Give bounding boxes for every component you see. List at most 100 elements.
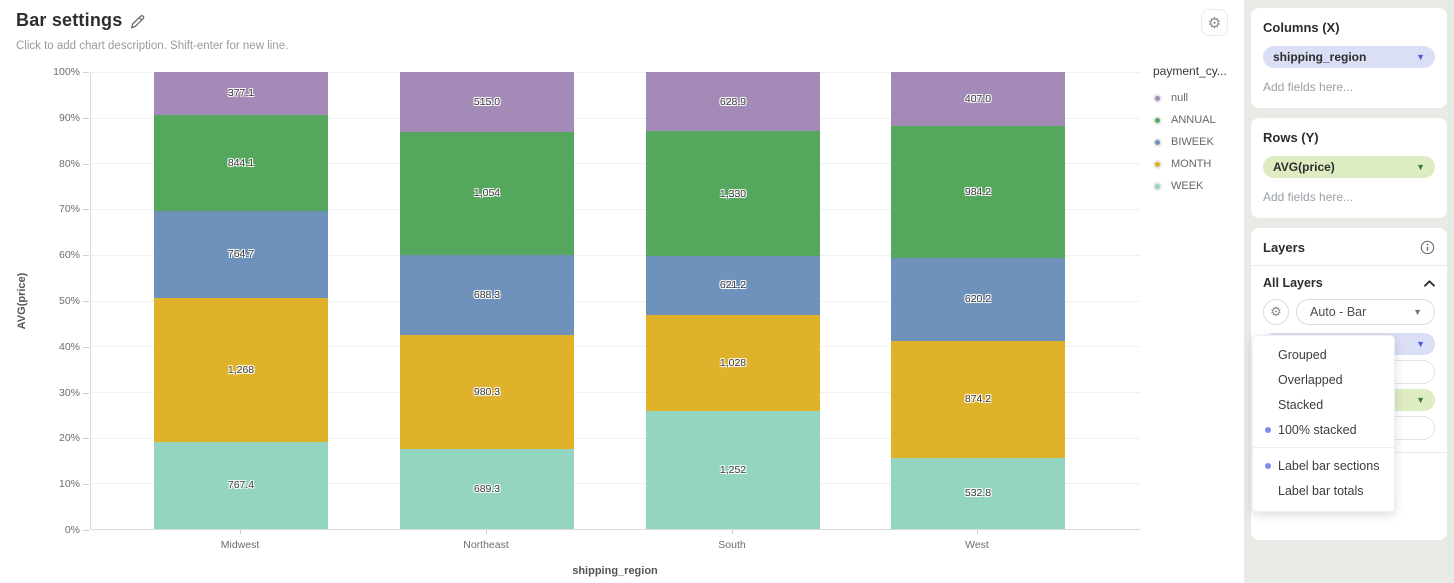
legend-swatch [1153,181,1162,191]
bar-segment-biweek[interactable]: 764.7 [154,210,328,298]
bar-segment-month[interactable]: 1,028 [646,314,820,412]
chart-description-placeholder[interactable]: Click to add chart description. Shift-en… [16,40,289,52]
info-icon[interactable] [1420,240,1435,255]
bar-segment-annual[interactable]: 844.1 [154,114,328,211]
legend-item-month[interactable]: MONTH [1153,153,1227,175]
bar-segment-annual[interactable]: 1,054 [400,131,574,255]
bar-segment-null[interactable]: 515.0 [400,72,574,132]
bar-segment-label: 980.3 [473,385,501,398]
bar-northeast[interactable]: 515.0 1,054 688.3 980.3 689.3 [400,72,574,529]
layer-settings-button[interactable]: ⚙ [1263,299,1289,325]
selected-dot [1265,426,1271,433]
y-tick-mark [83,530,89,531]
columns-add-fields-dropzone[interactable]: Add fields here... [1263,80,1354,94]
y-tick-label: 100% [53,66,80,78]
edit-title-button[interactable] [127,13,147,33]
rows-y-card: Rows (Y) AVG(price) ▼ Add fields here... [1251,118,1447,218]
bar-segment-annual[interactable]: 984.2 [891,126,1065,258]
menu-item-stacked[interactable]: Stacked [1253,392,1394,417]
bar-south[interactable]: 628.9 1,330 621.2 1,028 1,252 [646,72,820,529]
y-tick-label: 20% [58,432,80,445]
bar-west[interactable]: 407.0 984.2 620.2 874.2 532.8 [891,72,1065,529]
y-tick-mark [83,117,89,119]
bar-segment-label: 688.3 [473,288,501,301]
legend-title: payment_cy... [1153,64,1227,78]
legend-item-annual[interactable]: ANNUAL [1153,109,1227,131]
gridline [91,437,1140,439]
y-tick-label: 90% [58,111,80,124]
y-tick-mark [83,255,89,257]
bar-segment-month[interactable]: 874.2 [891,340,1065,458]
bar-segment-label: 689.3 [473,482,501,495]
bar-segment-week[interactable]: 689.3 [400,448,574,529]
menu-item-overlapped[interactable]: Overlapped [1253,367,1394,392]
y-tick-mark [83,392,89,394]
bar-segment-label: 844.1 [227,156,255,169]
bar-segment-week[interactable]: 1,252 [646,411,820,529]
bar-segment-week[interactable]: 532.8 [891,457,1065,529]
bar-segment-annual[interactable]: 1,330 [646,131,820,257]
bar-segment-label: 621.2 [719,279,747,292]
rows-y-title: Rows (Y) [1263,130,1319,145]
bar-segment-label: 1,028 [719,356,747,369]
field-pill-label: shipping_region [1273,50,1367,64]
gridline [91,300,1140,302]
y-tick-mark [83,438,89,440]
y-tick-label: 60% [58,249,80,262]
bar-segment-null[interactable]: 377.1 [154,72,328,115]
legend-item-biweek[interactable]: BIWEEK [1153,131,1227,153]
menu-item-100-stacked[interactable]: 100% stacked [1253,417,1394,442]
bar-segment-biweek[interactable]: 688.3 [400,254,574,335]
bar-segment-biweek[interactable]: 620.2 [891,257,1065,341]
y-tick-mark [83,72,89,73]
legend-item-week[interactable]: WEEK [1153,175,1227,197]
y-tick-label: 0% [64,524,80,536]
legend: payment_cy... null ANNUAL BIWEEK MONTH WEEK [1153,64,1227,197]
y-tick-mark [83,209,89,211]
bar-segment-month[interactable]: 1,268 [154,297,328,442]
bar-segment-biweek[interactable]: 621.2 [646,256,820,315]
all-layers-header[interactable]: All Layers [1263,276,1435,290]
y-tick-mark [83,301,89,302]
bar-style-menu-group: Grouped Overlapped Stacked 100% stacked [1253,342,1394,442]
legend-item-null[interactable]: null [1153,87,1227,109]
field-pill-shipping-region[interactable]: shipping_region ▼ [1263,46,1435,68]
bar-segment-label: 984.2 [964,186,992,199]
bar-segment-week[interactable]: 767.4 [154,441,328,529]
field-pill-label: AVG(price) [1273,160,1335,174]
menu-item-label-bar-totals[interactable]: Label bar totals [1253,478,1394,503]
bar-segment-label: 628.9 [719,95,747,108]
x-axis-title: shipping_region [572,565,658,577]
bar-segment-label: 620.2 [964,293,992,306]
layer-type-value: Auto - Bar [1310,305,1367,319]
field-pill-avg-price[interactable]: AVG(price) ▼ [1263,156,1435,178]
all-layers-label: All Layers [1263,276,1323,290]
x-tick-mark [977,530,978,534]
chart-settings-button[interactable]: ⚙ [1201,9,1228,36]
menu-item-grouped[interactable]: Grouped [1253,342,1394,367]
legend-swatch [1153,159,1162,169]
gridline [91,346,1140,348]
legend-label: BIWEEK [1171,136,1214,148]
y-tick-label: 30% [58,386,80,399]
bar-segment-label: 767.4 [227,479,255,492]
gridline [91,483,1140,485]
x-tick-mark [486,530,487,534]
columns-x-card: Columns (X) shipping_region ▼ Add fields… [1251,8,1447,108]
y-tick-label: 80% [58,157,80,170]
bar-style-menu: Grouped Overlapped Stacked 100% stacked Lab… [1252,335,1395,512]
bar-segment-null[interactable]: 628.9 [646,72,820,132]
bar-segment-label: 1,268 [227,363,255,376]
bar-segment-month[interactable]: 980.3 [400,334,574,449]
bar-segment-label: 515.0 [473,95,501,108]
layer-type-select[interactable]: Auto - Bar ▼ [1296,299,1435,325]
gridline [91,391,1140,393]
legend-label: null [1171,92,1189,104]
gridline [91,209,1140,211]
rows-add-fields-dropzone[interactable]: Add fields here... [1263,190,1354,204]
bar-segment-label: 764.7 [227,248,255,261]
legend-swatch [1153,93,1162,103]
menu-item-label-bar-sections[interactable]: Label bar sections [1253,453,1394,478]
bar-midwest[interactable]: 377.1 844.1 764.7 1,268 767.4 [154,72,328,529]
bar-segment-null[interactable]: 407.0 [891,72,1065,127]
